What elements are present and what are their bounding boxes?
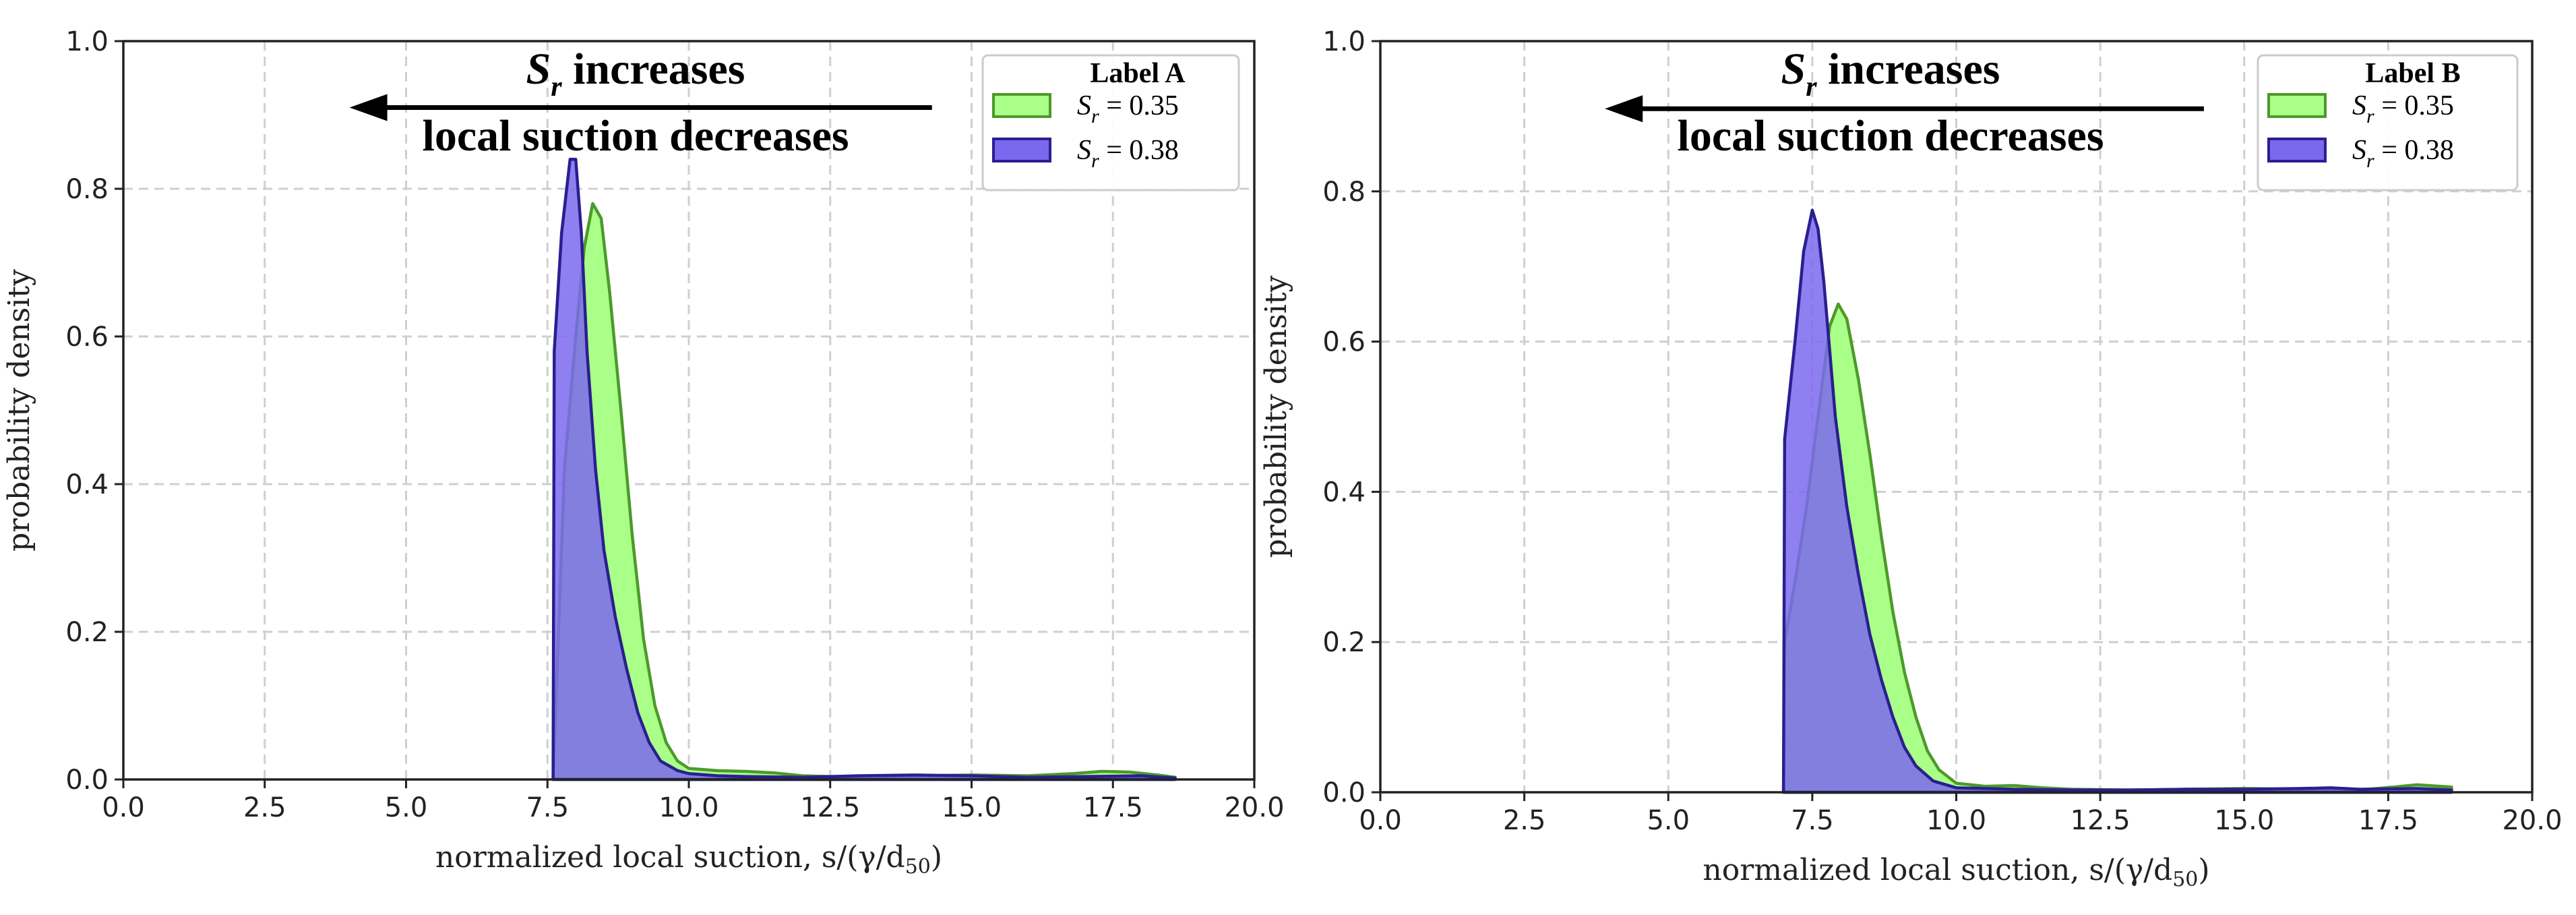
legend-label: Sr = 0.38 xyxy=(1077,135,1179,172)
y-axis-label: probability density xyxy=(1259,275,1293,558)
legend-sub: r xyxy=(2366,150,2374,172)
x-axis-label-main: normalized local suction, s/(γ/d xyxy=(435,840,905,875)
legend-symbol: S xyxy=(1077,90,1091,121)
y-tick-label: 0.6 xyxy=(65,322,109,353)
y-tick-label: 0.8 xyxy=(65,174,109,205)
legend-sub: r xyxy=(1091,150,1099,172)
x-tick-label: 7.5 xyxy=(526,792,569,823)
legend-value: = 0.38 xyxy=(1099,135,1179,166)
x-tick-label: 20.0 xyxy=(1224,792,1284,823)
x-tick-label: 2.5 xyxy=(1503,805,1546,836)
x-tick-label: 10.0 xyxy=(658,792,718,823)
legend-value: = 0.35 xyxy=(1099,90,1179,121)
panel-left: 0.0 2.5 5.0 7.5 10.0 12.5 15.0 17.5 20.0 0.0 0.2 0.… xyxy=(2,26,1285,879)
annotation-sub: r xyxy=(551,71,562,102)
density-area-sr-038 xyxy=(1781,208,2453,794)
legend-label: Sr = 0.35 xyxy=(2352,90,2454,127)
y-tick-label: 0.0 xyxy=(65,765,109,796)
x-tick-label: 10.0 xyxy=(1926,805,1986,836)
legend-swatch xyxy=(2267,93,2327,118)
y-tick-label: 1.0 xyxy=(65,26,109,57)
legend-swatch xyxy=(992,93,1051,118)
annotation-text: increases xyxy=(1817,45,2000,94)
x-tick-label: 15.0 xyxy=(942,792,1002,823)
annotation-arrowhead xyxy=(349,94,388,121)
legend-swatch xyxy=(992,138,1051,163)
x-tick-label: 15.0 xyxy=(2214,805,2274,836)
y-tick-label: 0.8 xyxy=(1322,177,1366,208)
y-tick-label: 0.4 xyxy=(1322,477,1366,508)
x-axis-label-main: normalized local suction, s/(γ/d xyxy=(1703,853,2172,887)
x-axis-label-sub: 50 xyxy=(905,855,931,879)
x-tick-label: 5.0 xyxy=(385,792,428,823)
x-tick-label: 12.5 xyxy=(2071,805,2130,836)
annotation-line-1: Sr increases xyxy=(1781,45,2000,102)
y-axis-label: probability density xyxy=(2,269,36,552)
legend-title: Label B xyxy=(2365,58,2460,89)
legend-sub: r xyxy=(2366,105,2374,127)
x-axis-label: normalized local suction, s/(γ/d50) xyxy=(1703,853,2209,891)
density-area-sr-035 xyxy=(551,202,1177,781)
legend-symbol: S xyxy=(2352,90,2366,121)
legend-symbol: S xyxy=(1077,135,1091,166)
legend-swatch xyxy=(2267,138,2327,163)
legend-sub: r xyxy=(1091,105,1099,127)
x-tick-label: 7.5 xyxy=(1791,805,1834,836)
x-tick-label: 2.5 xyxy=(243,792,286,823)
x-tick-label: 0.0 xyxy=(102,792,145,823)
annotation-line-1: Sr increases xyxy=(526,45,745,102)
x-tick-label: 20.0 xyxy=(2502,805,2562,836)
annotation-line-2: local suction decreases xyxy=(422,111,849,160)
x-axis-label: normalized local suction, s/(γ/d50) xyxy=(435,840,942,879)
annotation-sub: r xyxy=(1806,71,1817,102)
legend-title: Label A xyxy=(1090,58,1186,89)
y-tick-label: 1.0 xyxy=(1322,26,1366,57)
y-tick-label: 0.2 xyxy=(1322,627,1366,658)
x-tick-label: 17.5 xyxy=(2358,805,2418,836)
annotation-arrowhead xyxy=(1605,95,1643,123)
y-tick-label: 0.0 xyxy=(1322,777,1366,808)
legend-label: Sr = 0.35 xyxy=(1077,90,1179,127)
x-tick-label: 5.0 xyxy=(1647,805,1690,836)
x-tick-label: 0.0 xyxy=(1359,805,1402,836)
x-axis-label-close: ) xyxy=(931,840,942,875)
x-axis-label-close: ) xyxy=(2198,853,2209,887)
x-axis-label-sub: 50 xyxy=(2172,868,2198,891)
annotation-symbol: S xyxy=(1781,45,1806,94)
y-tick-label: 0.4 xyxy=(65,469,109,500)
legend-label: Sr = 0.38 xyxy=(2352,135,2454,172)
annotation-text: increases xyxy=(562,45,745,94)
x-tick-label: 12.5 xyxy=(800,792,860,823)
legend-value: = 0.35 xyxy=(2374,90,2454,121)
legend-symbol: S xyxy=(2352,135,2366,166)
y-tick-label: 0.2 xyxy=(65,617,109,648)
panel-right: 0.0 2.5 5.0 7.5 10.0 12.5 15.0 17.5 20.0 0.0 0.2 0.… xyxy=(1259,26,2563,891)
y-tick-label: 0.6 xyxy=(1322,327,1366,358)
annotation-symbol: S xyxy=(526,45,551,94)
x-tick-label: 17.5 xyxy=(1083,792,1143,823)
density-area-sr-038 xyxy=(551,157,1177,781)
annotation-line-2: local suction decreases xyxy=(1677,111,2104,160)
legend-value: = 0.38 xyxy=(2374,135,2454,166)
